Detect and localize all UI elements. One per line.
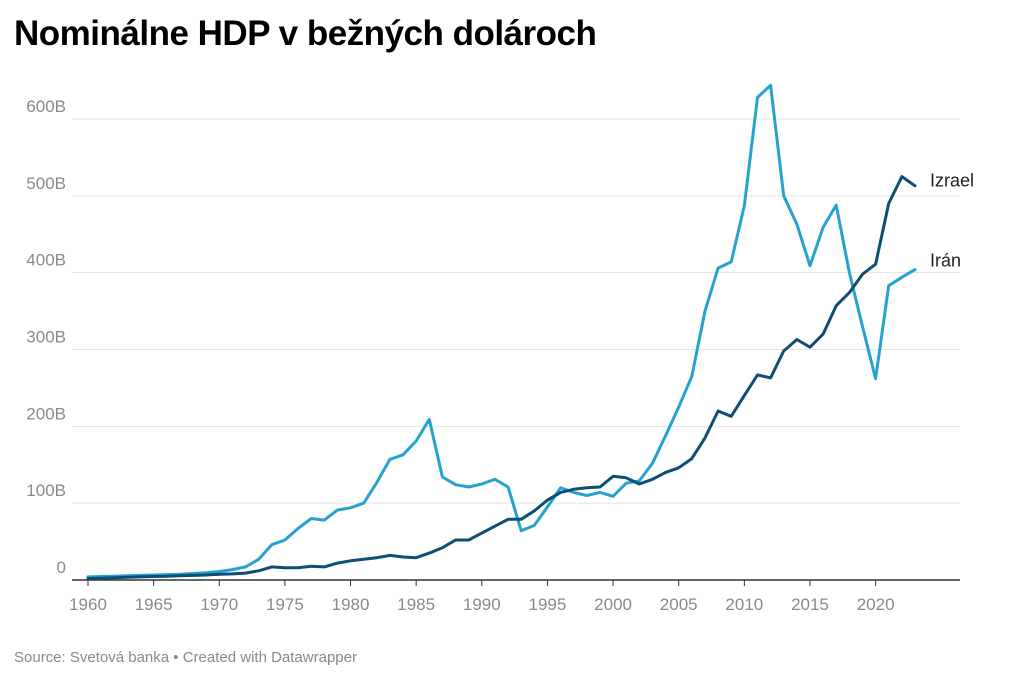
y-tick-label: 600B	[26, 97, 66, 116]
series-label: Irán	[930, 250, 961, 270]
y-tick-label: 100B	[26, 481, 66, 500]
x-tick-label: 1995	[529, 595, 567, 614]
chart-title: Nominálne HDP v bežných dolároch	[14, 14, 597, 53]
chart-footer: Source: Svetová banka • Created with Dat…	[14, 649, 357, 666]
y-tick-label: 200B	[26, 404, 66, 423]
x-axis-tick-labels: 1960 1965 1970 1975 1980 1985 1990 1995 2000 2005…	[69, 580, 895, 614]
grid-lines	[72, 118, 960, 581]
x-tick-label: 1965	[135, 595, 173, 614]
y-tick-label: 0	[57, 558, 66, 577]
x-tick-label: 1975	[266, 595, 304, 614]
series-line-ir-n	[86, 83, 917, 579]
y-tick-label: 500B	[26, 174, 66, 193]
y-axis-tick-labels: 0 100B 200B 300B 400B 500B 600B	[26, 97, 66, 577]
source-note: Source: Svetová banka	[14, 649, 170, 666]
series-lines	[86, 83, 917, 580]
x-tick-label: 2020	[857, 595, 895, 614]
x-tick-label: 1970	[200, 595, 238, 614]
series-label: Izrael	[930, 171, 974, 191]
y-tick-label: 400B	[26, 251, 66, 270]
x-tick-label: 1985	[397, 595, 435, 614]
x-tick-label: 2000	[594, 595, 632, 614]
x-tick-label: 2010	[725, 595, 763, 614]
series-end-labels: Irán Izrael	[930, 171, 974, 271]
y-tick-label: 300B	[26, 328, 66, 347]
x-tick-label: 2015	[791, 595, 829, 614]
x-tick-label: 1980	[332, 595, 370, 614]
series-line-izrael	[86, 175, 917, 580]
x-tick-label: 2005	[660, 595, 698, 614]
footer-separator: •	[173, 649, 179, 666]
x-tick-label: 1990	[463, 595, 501, 614]
x-tick-label: 1960	[69, 595, 107, 614]
credit-note: Created with Datawrapper	[182, 649, 357, 666]
